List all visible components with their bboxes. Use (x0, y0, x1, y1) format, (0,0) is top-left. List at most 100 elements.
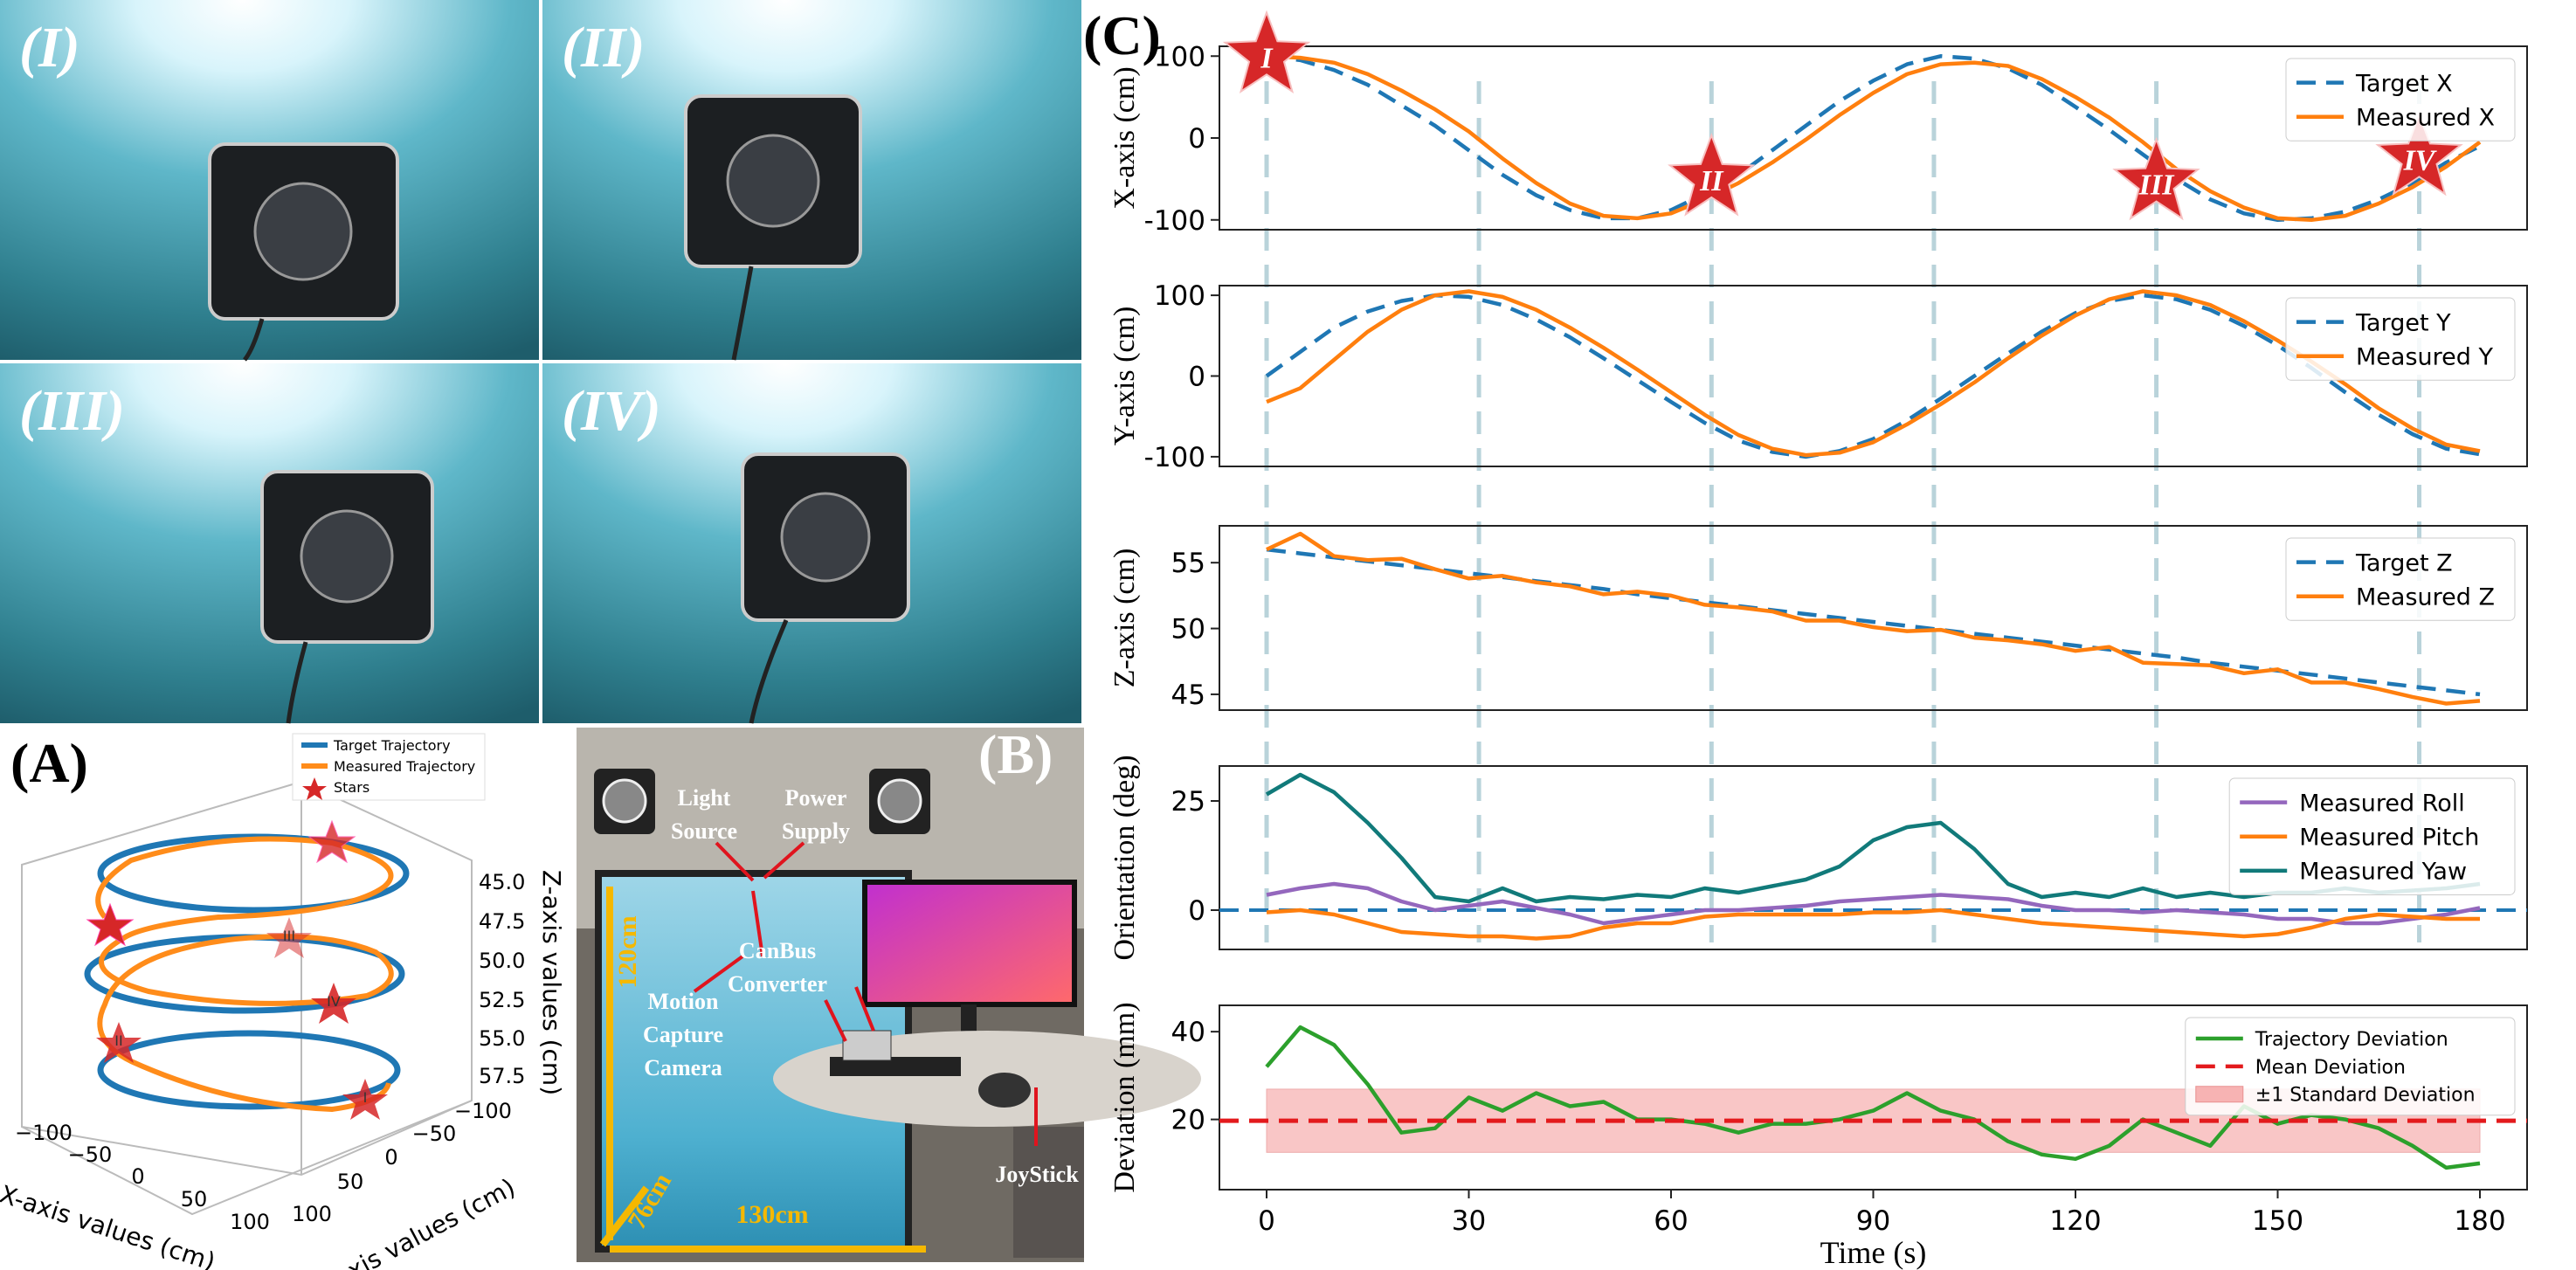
photo-grid: (I) (II) (III) (IV) (0, 0, 1081, 724)
star (2375, 112, 2463, 197)
z-tick-label: 45.0 (479, 870, 525, 894)
labelled-stars: I II III IV (96, 917, 388, 1120)
legend-frame (2285, 537, 2516, 621)
legend-label: Trajectory Deviation (2255, 1029, 2448, 1051)
photo: (IV) (542, 363, 1081, 724)
star-label: IV (2403, 144, 2437, 176)
star (2112, 136, 2200, 221)
star-label: I (1260, 42, 1274, 74)
y-tick-label: 45 (1171, 680, 1205, 711)
legend-frame (2285, 58, 2516, 141)
y-tick-label: 100 (1154, 41, 1205, 72)
x-tick-label: 60 (1654, 1205, 1688, 1237)
series-line (1266, 531, 2481, 706)
photo-label: (III) (19, 379, 125, 443)
x-tick-label: 30 (1452, 1205, 1486, 1237)
legend-swatch (2195, 1086, 2244, 1103)
arrows (693, 841, 1038, 1146)
panel-a: (A) I II III IV Target Traj (0, 732, 566, 1270)
x-ticks: −100 −50 0 50 100 X-axis values (cm) (0, 1121, 270, 1270)
y-tick-label: 50 (337, 1170, 364, 1194)
panel-label: (A) (10, 732, 88, 794)
chart: 20 40 Deviation (mm) 0 30 60 90 120 150 180 Time (… (1108, 1002, 2528, 1270)
legend-label: Measured Roll (2299, 790, 2465, 817)
helix (84, 833, 410, 1113)
legend-label: ±1 Standard Deviation (2255, 1085, 2476, 1107)
z-tick-label: 50.0 (479, 949, 525, 973)
annotation: Supply (782, 818, 850, 844)
star-label: II (114, 1032, 122, 1049)
plot-frame (1219, 765, 2528, 950)
annotation: CanBus (739, 938, 816, 963)
star (1222, 10, 1311, 94)
z-tick-label: 57.5 (479, 1064, 525, 1088)
x-axis-label: Time (s) (1820, 1235, 1927, 1270)
series-line (1265, 1025, 2481, 1170)
star (1668, 133, 1756, 217)
y-tick-label: 100 (1154, 280, 1205, 312)
y-tick-label: -100 (1144, 205, 1205, 237)
legend-label: Target X (2355, 70, 2453, 97)
x-tick-label: −50 (68, 1142, 113, 1167)
y-tick-label: 100 (292, 1202, 332, 1226)
photo: (II) (542, 0, 1081, 361)
annotation: JoyStick (995, 1162, 1079, 1187)
y-tick-label: −100 (454, 1099, 512, 1123)
legend: Trajectory Deviation Mean Deviation ±1 Sta… (2185, 1017, 2516, 1116)
legend-label: Target Z (2355, 549, 2453, 576)
x-tick-label: 180 (2454, 1205, 2505, 1237)
annotation: Source (671, 818, 737, 844)
y-tick-label: 0 (384, 1145, 397, 1170)
legend-label: Measured Trajectory (334, 758, 475, 775)
panel-b: Light Source Power Supply CanBus Convert… (577, 723, 1201, 1262)
z-tick-label: 47.5 (479, 909, 525, 934)
legend-label: Measured Pitch (2299, 824, 2479, 851)
legend-label: Target Y (2355, 309, 2451, 336)
x-tick-label: 90 (1856, 1205, 1890, 1237)
y-axis-label: X-axis (cm) (1108, 66, 1141, 209)
y-axis-label: Orientation (deg) (1108, 755, 1141, 960)
x-tick-label: −100 (15, 1121, 73, 1145)
x-tick-label: 100 (230, 1210, 270, 1234)
x-tick-label: 0 (131, 1164, 144, 1189)
y-tick-label: 20 (1171, 1105, 1205, 1136)
photo-label: (IV) (562, 379, 661, 443)
legend: Target Y Measured Y (2285, 297, 2516, 381)
series-line (1266, 54, 2482, 223)
annotation: Motion (648, 989, 719, 1014)
legend: Target Z Measured Z (2285, 537, 2516, 621)
series-line (1266, 289, 2481, 458)
star-label: II (1699, 165, 1724, 197)
y-tick-label: 0 (1188, 895, 1205, 927)
annotation: Camera (644, 1055, 722, 1080)
annotation: Power (785, 785, 847, 811)
y-axis-label: Z-axis (cm) (1108, 549, 1141, 688)
x-tick-label: 120 (2049, 1205, 2101, 1237)
legend-label: Stars (334, 779, 369, 796)
panel-label: (B) (978, 723, 1053, 785)
legend-label: Measured Z (2356, 583, 2495, 611)
chart: 45 50 55 Z-axis (cm) Target Z Measured Z (1108, 525, 2528, 711)
annotation: Converter (728, 971, 827, 997)
legend-label: Measured Y (2356, 343, 2493, 370)
y-tick-label: -100 (1144, 442, 1205, 473)
plot-frame (1219, 525, 2528, 711)
photo-label: (I) (19, 16, 80, 79)
star-label: I (363, 1089, 368, 1106)
y-axis-label: Deviation (mm) (1108, 1002, 1141, 1192)
legend: Measured Roll Measured Pitch Measured Yaw (2228, 777, 2516, 895)
z-tick-label: 52.5 (479, 988, 525, 1012)
series-line (1265, 293, 2481, 459)
stars (86, 819, 356, 947)
series-line (1266, 908, 2480, 941)
photo: (III) (0, 363, 539, 724)
legend-frame (2285, 297, 2516, 381)
y-tick-label: 0 (1188, 362, 1205, 393)
dimension-label: 130cm (736, 1200, 808, 1229)
legend-frame (2228, 777, 2516, 895)
y-tick-label: −50 (412, 1122, 457, 1146)
x-tick-label: 50 (181, 1187, 208, 1211)
